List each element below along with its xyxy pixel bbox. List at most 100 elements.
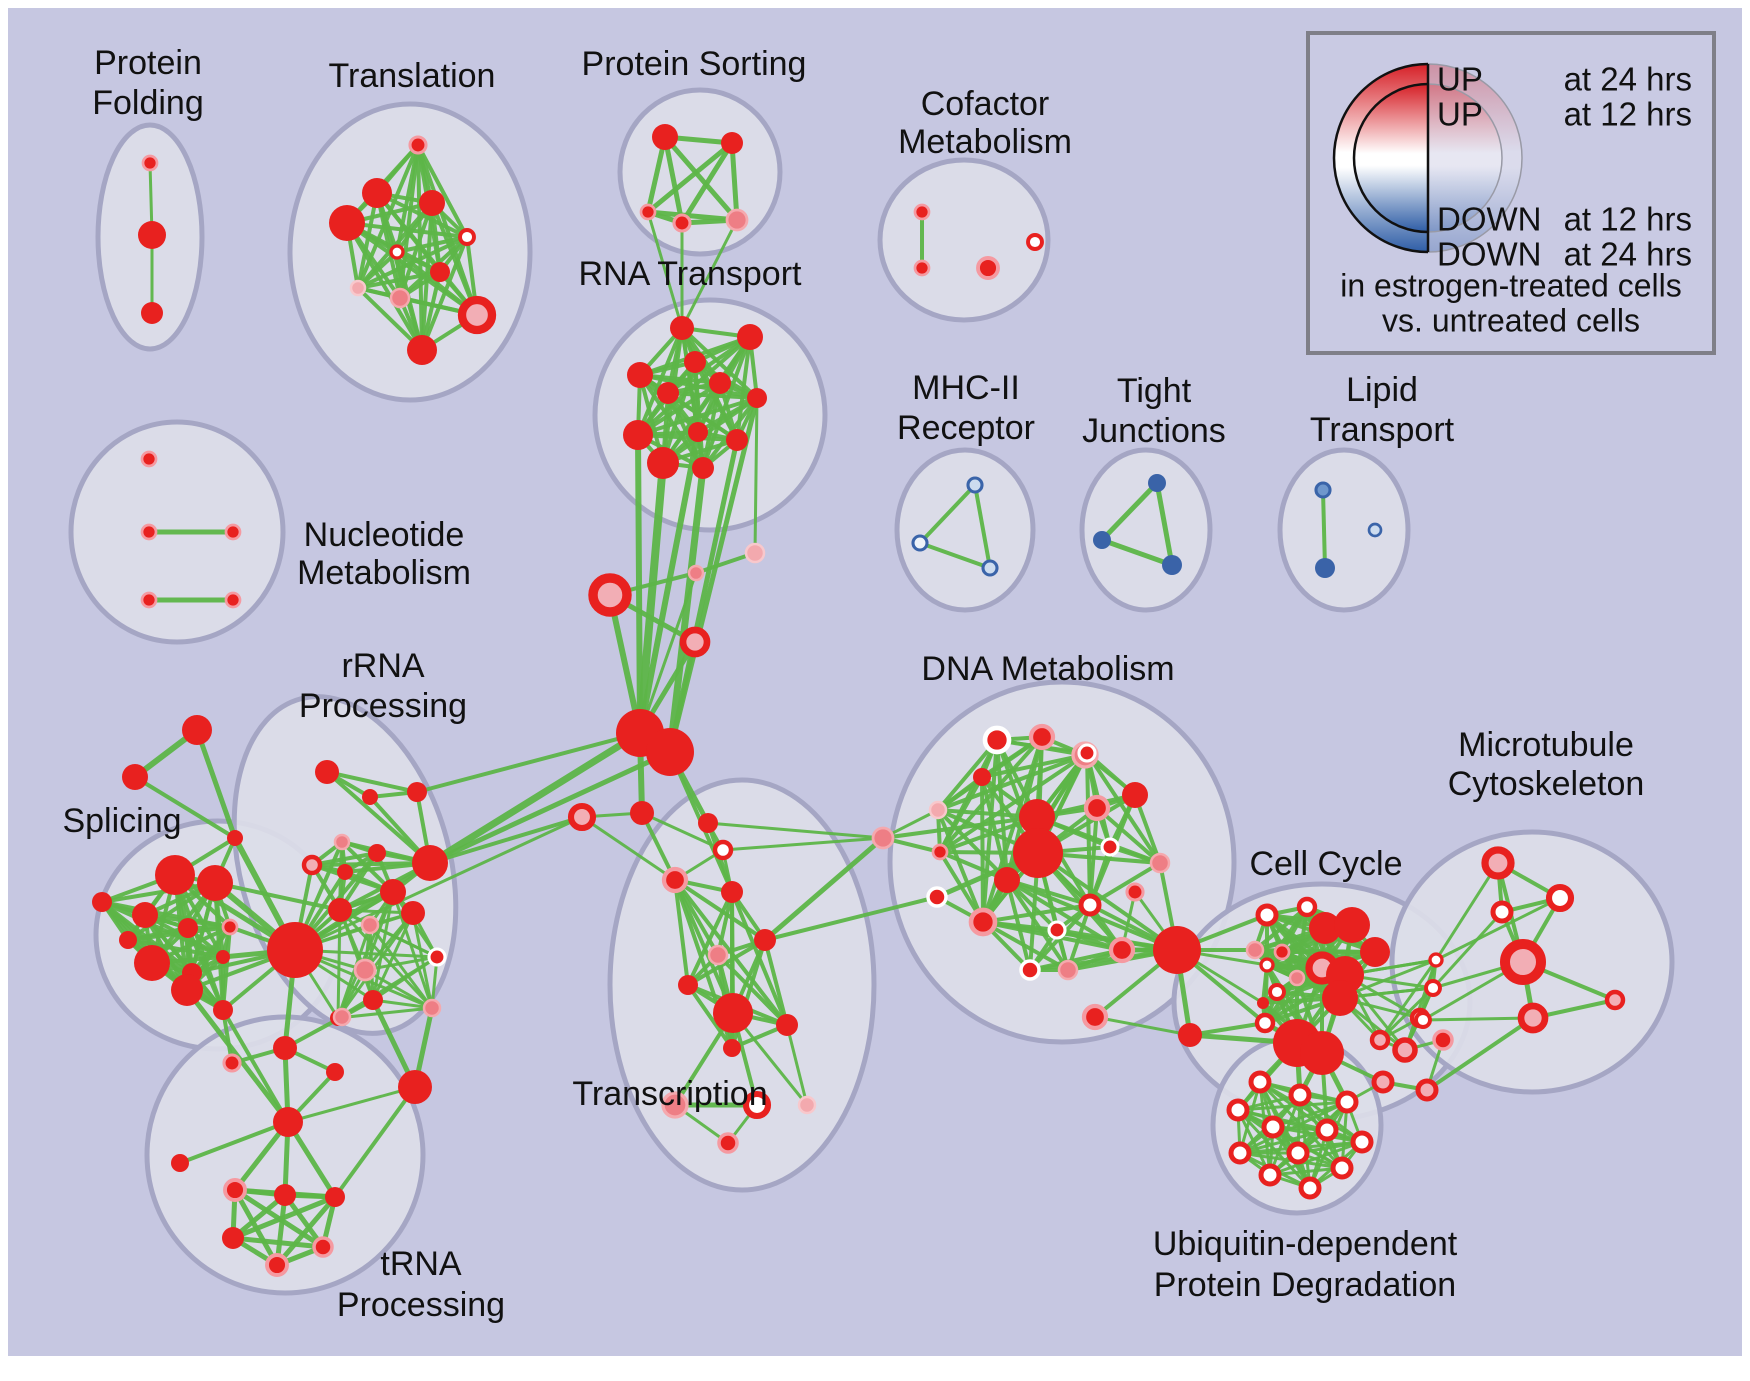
gene-node [1100, 837, 1120, 857]
network-edge [936, 738, 999, 812]
gene-node [744, 542, 766, 564]
gene-node [1288, 969, 1306, 987]
network-edge [646, 210, 684, 330]
gene-node [119, 931, 137, 949]
gene-node [1083, 794, 1111, 822]
network-edge [1099, 537, 1175, 568]
network-nodes [92, 124, 1626, 1277]
gene-node [723, 1039, 741, 1057]
gene-node [221, 918, 239, 936]
gene-node [401, 901, 425, 925]
cluster-label-mhc-ii-receptor: Receptor [897, 409, 1035, 447]
gene-node [273, 1036, 297, 1060]
gene-node [1245, 940, 1265, 960]
gene-node [647, 447, 679, 479]
gene-node [1078, 893, 1102, 917]
legend: UP at 24 hrs UP at 12 hrs DOWN at 12 hrs DOWN a… [1306, 31, 1716, 355]
gene-node [1288, 1083, 1312, 1107]
gene-node [1335, 1090, 1359, 1114]
network-edge [1425, 1016, 1535, 1092]
network-edge [126, 938, 225, 959]
gene-node [776, 1014, 798, 1036]
gene-node [360, 915, 380, 935]
gene-node [994, 867, 1020, 893]
legend-inner-circle [1354, 84, 1428, 232]
network-edge [661, 396, 759, 465]
gene-node [1258, 1163, 1282, 1187]
legend-direction-label: DOWN [1437, 236, 1541, 273]
network-edge [686, 890, 734, 987]
gene-node [1500, 939, 1546, 985]
network-edge [428, 815, 584, 865]
gene-node [223, 1178, 247, 1202]
gene-node [707, 944, 729, 966]
gene-node [1178, 1023, 1202, 1047]
gene-node [652, 124, 678, 150]
network-edge [1421, 1016, 1535, 1022]
network-edge [1321, 488, 1327, 570]
gene-node [273, 1107, 303, 1137]
gene-node [1257, 997, 1269, 1009]
gene-node [1490, 900, 1514, 924]
gene-node [1108, 936, 1136, 964]
cluster-label-transcription: Transcription [572, 1075, 767, 1113]
gene-node [639, 203, 657, 221]
cluster-label-nucleotide-metabolism: Nucleotide [304, 516, 465, 554]
gene-node [389, 244, 405, 260]
cluster-label-microtubule-cytoskeleton: Cytoskeleton [1448, 765, 1645, 803]
network-edge [325, 770, 419, 794]
gene-node [389, 287, 411, 309]
gene-node [1057, 959, 1079, 981]
gene-node [141, 154, 159, 172]
gene-node [754, 929, 776, 951]
gene-node [213, 1000, 233, 1020]
gene-node [627, 362, 653, 388]
network-edge [673, 878, 690, 987]
network-edge [640, 811, 725, 852]
network-edge [221, 1008, 290, 1124]
gene-node [430, 262, 450, 282]
gene-node [140, 523, 158, 541]
network-edge [762, 835, 886, 943]
network-edge [1085, 751, 1162, 865]
cluster-label-protein-folding: Folding [92, 84, 204, 122]
gene-node [315, 760, 339, 784]
cluster-label-mhc-ii-receptor: MHC-II [912, 369, 1020, 407]
gene-node [973, 768, 991, 786]
cluster-label-translation: Translation [329, 57, 496, 95]
gene-node [1315, 558, 1335, 578]
network-edge [694, 551, 757, 575]
network-edge [230, 1235, 326, 1250]
gene-node [412, 845, 448, 881]
gene-node [721, 881, 743, 903]
gene-node [329, 205, 365, 241]
network-edge [1434, 896, 1562, 962]
cluster-label-trna-processing: Processing [337, 1286, 505, 1324]
gene-node [721, 132, 743, 154]
network-edge [645, 140, 735, 215]
network-edge [981, 920, 1070, 972]
gene-node [312, 1236, 334, 1258]
network-edge [230, 1192, 288, 1241]
gene-node [588, 573, 632, 617]
gene-node [1149, 852, 1171, 874]
network-edge [1434, 861, 1500, 962]
network-edge [1188, 1021, 1267, 1037]
gene-node [427, 947, 447, 967]
network-edge [194, 727, 238, 841]
gene-node [222, 1053, 242, 1073]
gene-node [407, 335, 437, 365]
gene-node [141, 302, 163, 324]
network-edge [1238, 1128, 1329, 1155]
gene-node [1296, 896, 1318, 918]
gene-node [333, 833, 351, 851]
gene-node [678, 975, 698, 995]
gene-node [1350, 1130, 1374, 1154]
gene-node [717, 1132, 739, 1154]
network-edge [368, 923, 434, 1010]
gene-node [368, 844, 386, 862]
gene-node [362, 789, 378, 805]
network-edge [679, 140, 735, 226]
network-edge [918, 483, 977, 545]
